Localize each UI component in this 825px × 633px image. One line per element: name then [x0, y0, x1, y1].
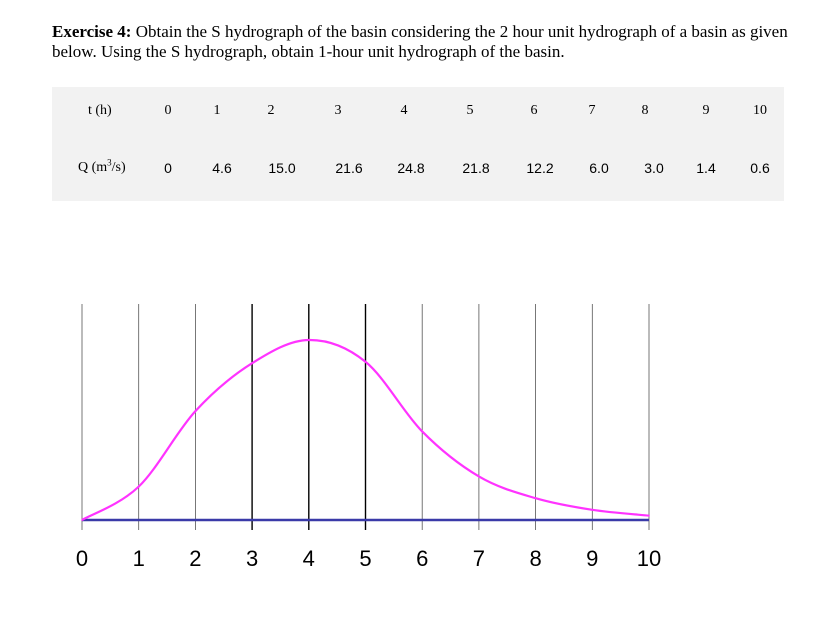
data-point — [648, 514, 650, 517]
discharge-cell: 1.4 — [696, 160, 716, 176]
exercise-body: Obtain the S hydrograph of the basin con… — [52, 22, 788, 61]
x-tick-label: 5 — [359, 546, 371, 571]
data-point — [194, 410, 197, 412]
x-tick-label: 7 — [473, 546, 485, 571]
time-cell: 8 — [641, 103, 649, 118]
discharge-cell: 21.8 — [462, 160, 490, 176]
discharge-cell: 24.8 — [397, 160, 425, 176]
x-tick-label: 9 — [586, 546, 598, 571]
exercise-text: Exercise 4: Obtain the S hydrograph of t… — [52, 22, 792, 62]
discharge-cell: 4.6 — [212, 160, 232, 176]
data-point — [534, 497, 537, 500]
x-tick-label: 2 — [189, 546, 201, 571]
time-cell: 6 — [530, 103, 538, 118]
x-tick-label: 1 — [133, 546, 145, 571]
time-cell: 7 — [588, 103, 596, 118]
discharge-row: Q (m3/s) 0 4.6 15.0 21.6 24.8 21.8 12.2 … — [52, 158, 784, 178]
discharge-cell: 0 — [164, 160, 172, 176]
time-cell: 10 — [753, 103, 767, 118]
time-cell: 0 — [164, 103, 172, 118]
x-tick-label: 8 — [529, 546, 541, 571]
time-cell: 4 — [400, 103, 408, 118]
discharge-header-prefix: Q (m — [78, 160, 108, 175]
discharge-cell: 3.0 — [644, 160, 664, 176]
discharge-header: Q (m3/s) — [78, 158, 126, 178]
data-point — [591, 509, 594, 511]
time-cell: 1 — [213, 103, 221, 118]
x-tick-label: 6 — [416, 546, 428, 571]
data-point — [421, 430, 424, 433]
data-point — [81, 519, 83, 521]
discharge-cell: 6.0 — [589, 160, 609, 176]
data-point — [364, 360, 367, 363]
time-cell: 5 — [466, 103, 474, 118]
hydrograph-curve — [81, 338, 650, 521]
data-point — [308, 339, 310, 341]
exercise-label: Exercise 4: — [52, 22, 132, 41]
discharge-cell: 12.2 — [526, 160, 554, 176]
time-header: t (h) — [88, 103, 112, 118]
discharge-cell: 15.0 — [268, 160, 296, 176]
x-tick-label: 3 — [246, 546, 258, 571]
discharge-header-exponent: 3 — [107, 157, 112, 168]
x-tick-label: 10 — [637, 546, 661, 571]
time-cell: 2 — [267, 103, 275, 118]
data-point — [478, 475, 480, 478]
x-tick-label: 0 — [76, 546, 88, 571]
discharge-header-suffix: /s) — [111, 160, 126, 175]
time-cell: 9 — [702, 103, 710, 118]
x-tick-label: 4 — [303, 546, 315, 571]
data-point — [251, 362, 253, 365]
time-cell: 3 — [334, 103, 342, 118]
data-table: t (h) 0 1 2 3 4 5 6 7 8 9 10 Q (m3/s) 0 … — [52, 87, 784, 201]
data-point — [137, 485, 140, 488]
time-row: t (h) 0 1 2 3 4 5 6 7 8 9 10 — [52, 101, 784, 121]
discharge-cell: 21.6 — [335, 160, 363, 176]
discharge-cell: 0.6 — [750, 160, 770, 176]
